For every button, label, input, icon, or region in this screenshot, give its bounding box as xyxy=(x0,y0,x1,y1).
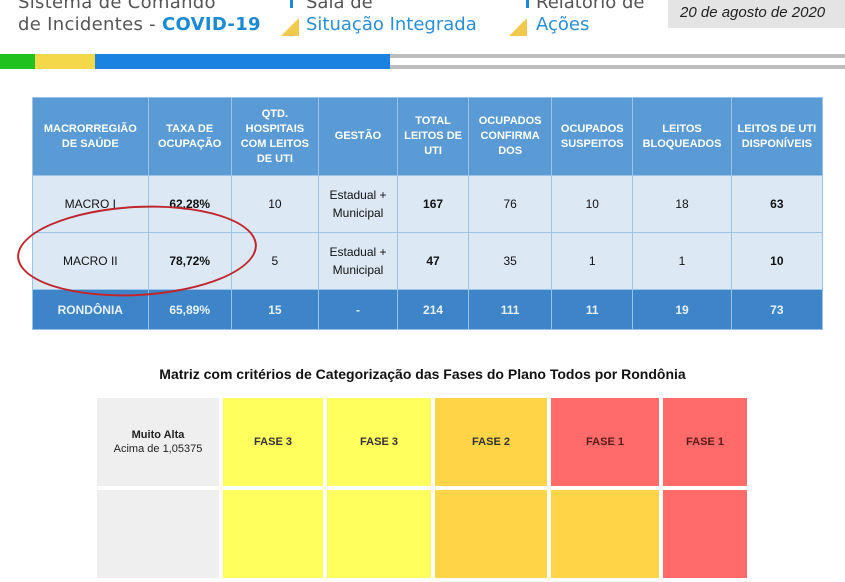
matrix-row: Muito Alta Acima de 1,05375 FASE 3 FASE … xyxy=(97,398,747,486)
confirmados-cell: 111 xyxy=(468,289,553,330)
matrix-cell xyxy=(327,490,431,578)
col-header: OCUPADOS SUSPEITOS xyxy=(551,97,634,176)
triangle-separator-icon xyxy=(281,18,299,36)
stripe-gray-top xyxy=(390,54,845,58)
bloqueados-cell: 19 xyxy=(632,289,732,330)
hospitais-cell: 10 xyxy=(230,175,319,233)
phase-label: FASE 2 xyxy=(472,436,510,448)
phase-label: FASE 3 xyxy=(254,436,292,448)
triangle-separator-icon xyxy=(509,18,527,36)
stripe-green xyxy=(0,54,35,69)
suspeitos-cell: 1 xyxy=(551,232,634,290)
disponiveis-cell: 73 xyxy=(730,289,824,330)
bloqueados-cell: 18 xyxy=(632,175,732,233)
gestao-line-2: Municipal xyxy=(332,206,384,220)
relatorio-line-1: Relatório de xyxy=(536,0,645,13)
col-header: TAXA DE OCUPAÇÃO xyxy=(147,97,232,176)
tick-icon xyxy=(290,0,293,8)
brand-line-2: de Incidentes - xyxy=(18,14,162,35)
matrix-row-label: Muito Alta Acima de 1,05375 xyxy=(97,398,219,486)
gestao-cell: Estadual + Municipal xyxy=(317,232,399,290)
phase-label: FASE 1 xyxy=(686,436,724,448)
brand-title: Sistema de Comando de Incidentes - COVID… xyxy=(18,0,261,36)
disponiveis-cell: 63 xyxy=(730,175,824,233)
suspeitos-cell: 11 xyxy=(551,289,634,330)
report-date: 20 de agosto de 2020 xyxy=(680,4,826,21)
taxa-cell: 65,89% xyxy=(147,289,232,330)
col-header: GESTÃO xyxy=(317,97,399,176)
col-header: OCUPADOS CONFIRMA DOS xyxy=(468,97,553,176)
stripe-gray-bottom xyxy=(390,65,845,69)
confirmados-cell: 76 xyxy=(468,175,553,233)
icu-occupancy-table: MACRORREGIÃO DE SAÚDE TAXA DE OCUPAÇÃO Q… xyxy=(32,97,824,330)
matrix-cell xyxy=(223,490,323,578)
col-header: MACRORREGIÃO DE SAÚDE xyxy=(32,97,149,176)
matrix-cell xyxy=(663,490,747,578)
matrix-cell-fase2: FASE 2 xyxy=(435,398,547,486)
matrix-cell xyxy=(435,490,547,578)
gestao-line-2: Municipal xyxy=(332,263,384,277)
covid-label: COVID-19 xyxy=(162,14,261,35)
date-box: 20 de agosto de 2020 xyxy=(668,0,845,28)
report-header: Sistema de Comando de Incidentes - COVID… xyxy=(0,0,845,50)
row-label-threshold: Acima de 1,05375 xyxy=(113,443,203,455)
matrix-row xyxy=(97,490,747,578)
matrix-cell-fase1: FASE 1 xyxy=(551,398,659,486)
col-header: QTD. HOSPITAIS COM LEITOS DE UTI xyxy=(230,97,319,176)
matrix-cell-fase3: FASE 3 xyxy=(327,398,431,486)
tick-icon xyxy=(526,0,529,8)
relatorio-line-2: Ações xyxy=(536,14,590,35)
macro-cell: MACRO I xyxy=(32,175,149,233)
bloqueados-cell: 1 xyxy=(632,232,732,290)
gestao-line-1: Estadual + xyxy=(329,245,387,259)
gestao-cell: - xyxy=(317,289,399,330)
hospitais-cell: 15 xyxy=(230,289,319,330)
table-total-row: RONDÔNIA 65,89% 15 - 214 111 11 19 73 xyxy=(32,289,824,330)
matrix-cell-fase1: FASE 1 xyxy=(663,398,747,486)
relatorio-label: Relatório de Ações xyxy=(536,0,645,36)
phase-matrix: Muito Alta Acima de 1,05375 FASE 3 FASE … xyxy=(97,398,747,582)
brand-line-1: Sistema de Comando xyxy=(18,0,216,13)
total-cell: 167 xyxy=(397,175,470,233)
suspeitos-cell: 10 xyxy=(551,175,634,233)
gestao-line-1: Estadual + xyxy=(329,188,387,202)
hospitais-cell: 5 xyxy=(230,232,319,290)
total-cell: 47 xyxy=(397,232,470,290)
macro-cell: MACRO II xyxy=(32,232,149,290)
sala-line-1: Sala de xyxy=(306,0,373,13)
matrix-row-label xyxy=(97,490,219,578)
sala-situacao-label: Sala de Situação Integrada xyxy=(306,0,477,36)
stripe-blue xyxy=(95,54,390,69)
col-header: LEITOS BLOQUEADOS xyxy=(632,97,732,176)
col-header: LEITOS DE UTI DISPONÍVEIS xyxy=(730,97,824,176)
phase-label: FASE 1 xyxy=(586,436,624,448)
macro-cell: RONDÔNIA xyxy=(32,289,149,330)
col-header: TOTAL LEITOS DE UTI xyxy=(397,97,470,176)
matrix-cell xyxy=(551,490,659,578)
phase-label: FASE 3 xyxy=(360,436,398,448)
matrix-title: Matriz com critérios de Categorização da… xyxy=(159,366,686,382)
gestao-cell: Estadual + Municipal xyxy=(317,175,399,233)
table-header-row: MACRORREGIÃO DE SAÚDE TAXA DE OCUPAÇÃO Q… xyxy=(32,97,824,176)
sala-line-2: Situação Integrada xyxy=(306,14,477,35)
disponiveis-cell: 10 xyxy=(730,232,824,290)
taxa-cell: 62,28% xyxy=(147,175,232,233)
stripe-yellow xyxy=(35,54,95,69)
confirmados-cell: 35 xyxy=(468,232,553,290)
table-row: MACRO I 62,28% 10 Estadual + Municipal 16… xyxy=(32,175,824,233)
row-label-title: Muito Alta xyxy=(131,429,185,441)
matrix-cell-fase3: FASE 3 xyxy=(223,398,323,486)
total-cell: 214 xyxy=(397,289,470,330)
table-row: MACRO II 78,72% 5 Estadual + Municipal 47… xyxy=(32,232,824,290)
taxa-cell: 78,72% xyxy=(147,232,232,290)
